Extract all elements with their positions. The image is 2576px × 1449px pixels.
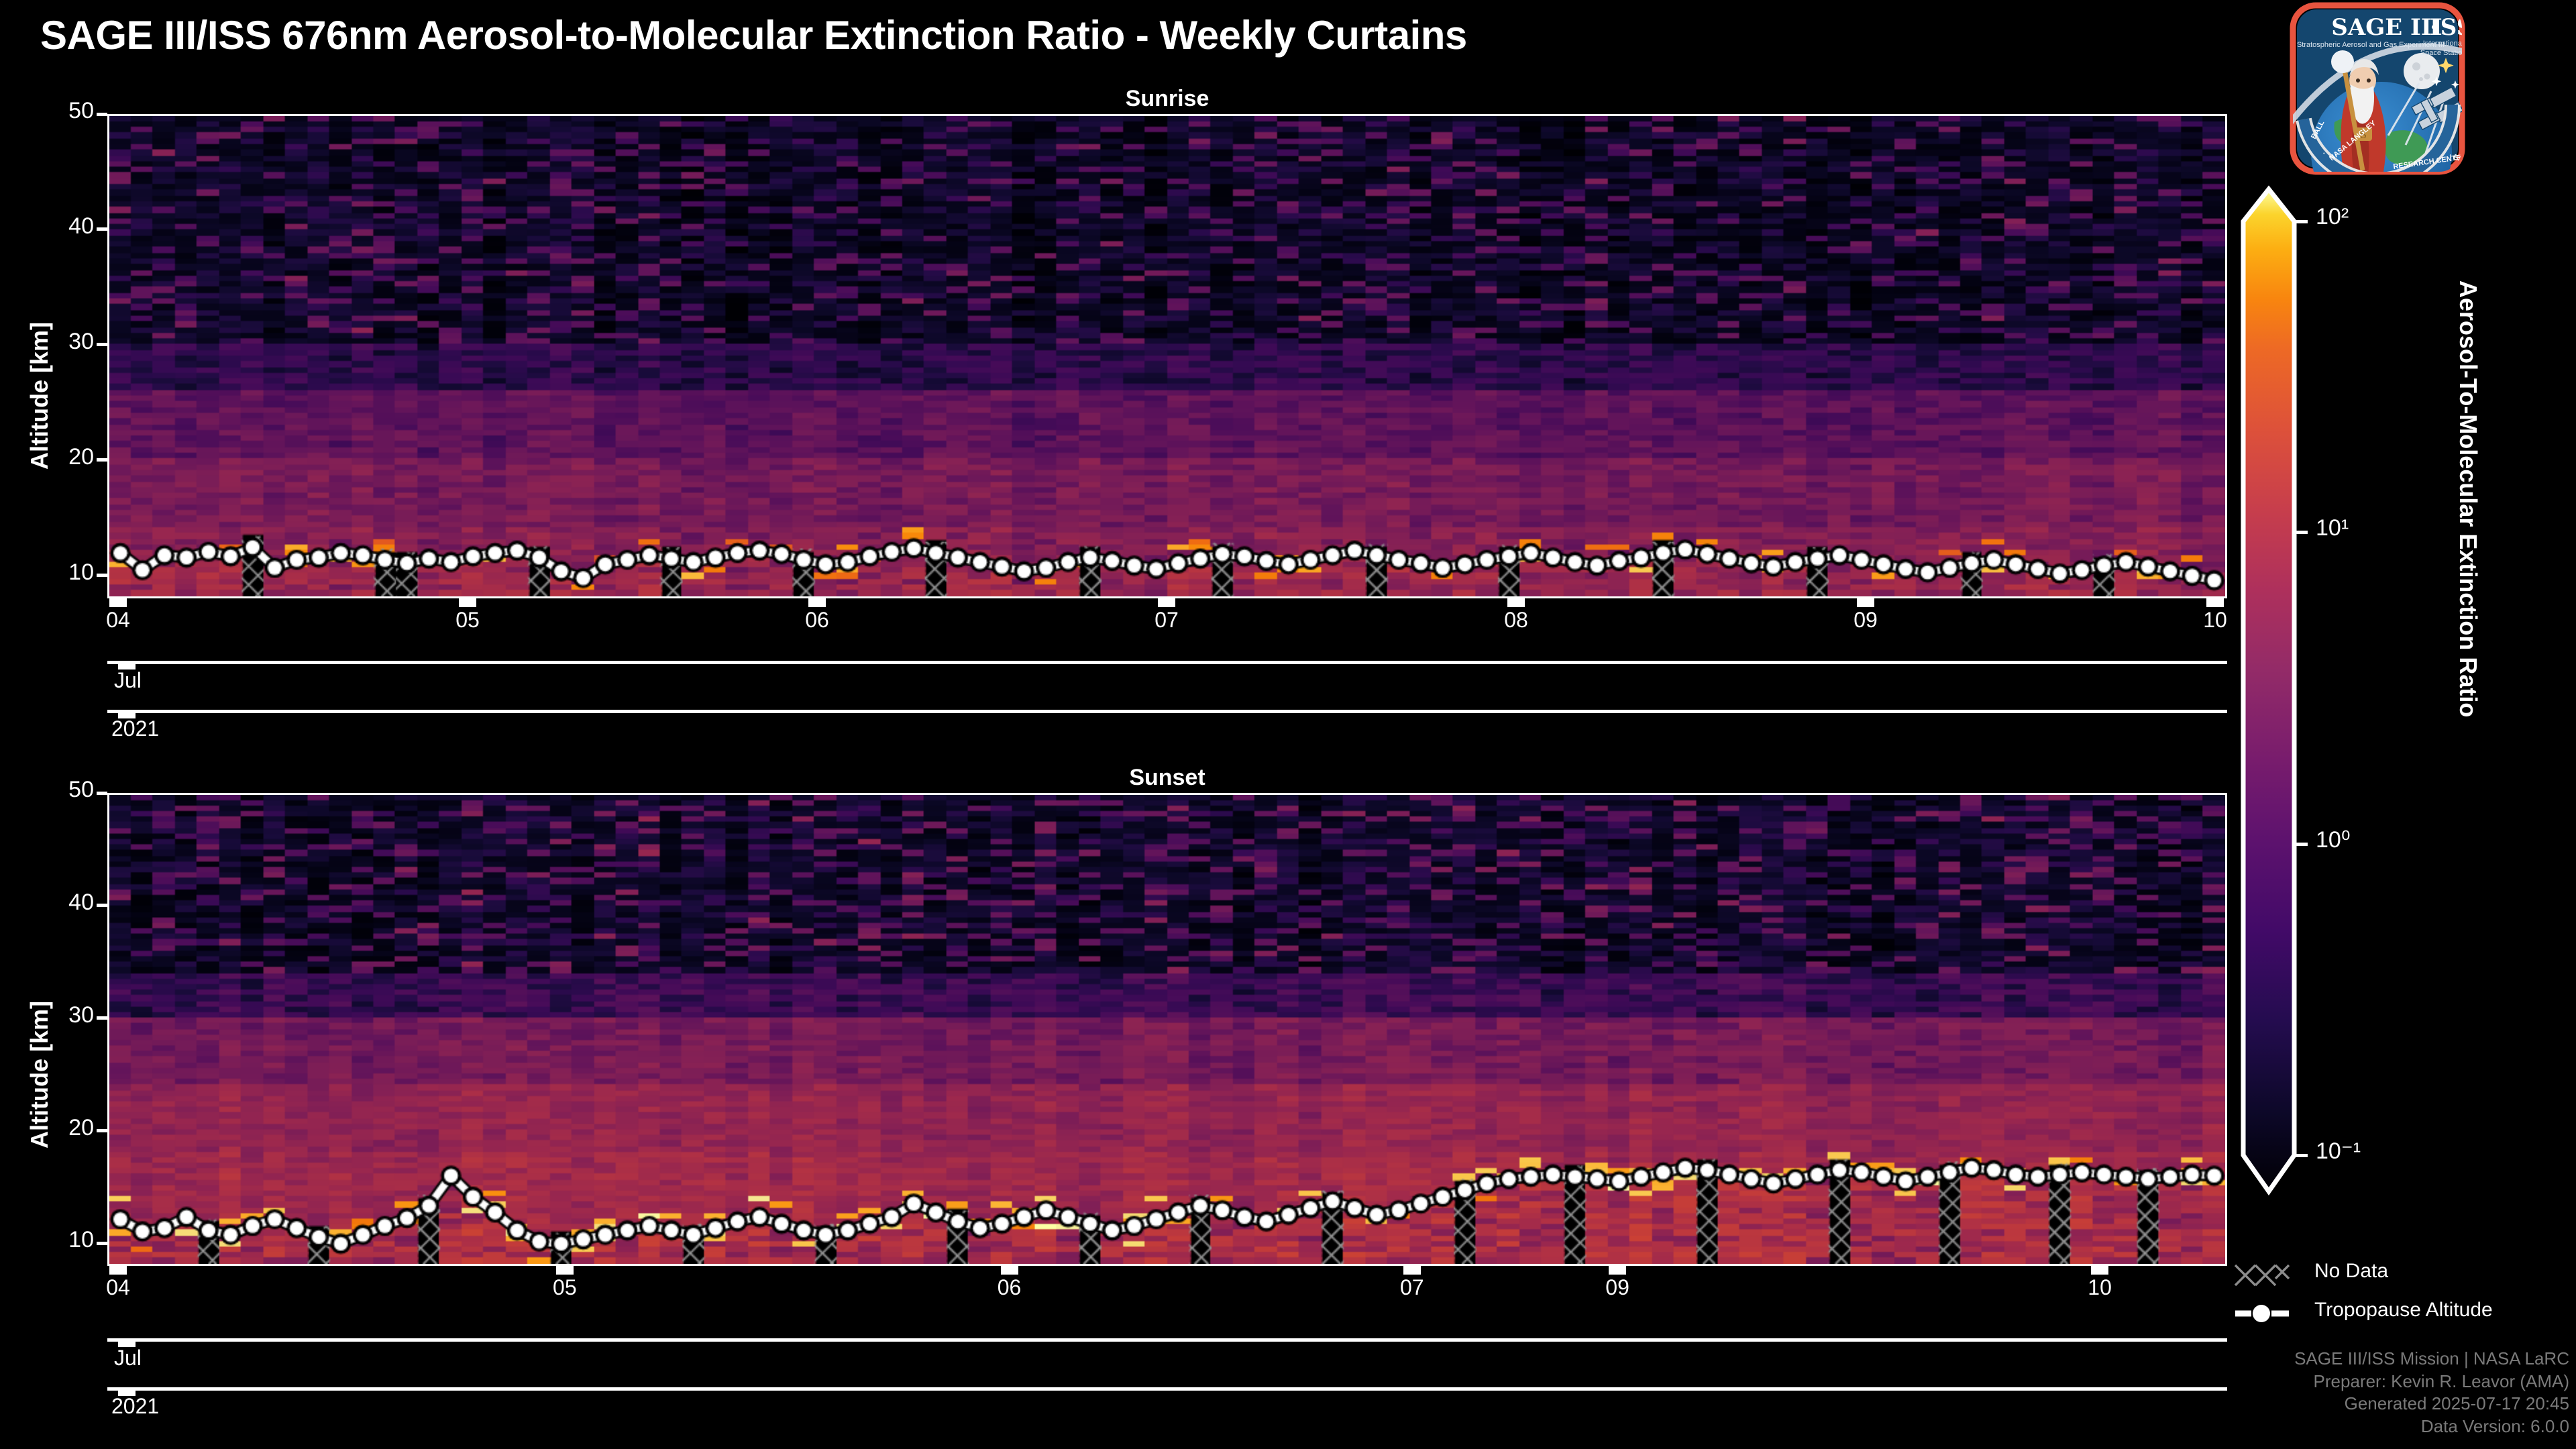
- x-tick-label: 09: [1605, 1275, 1629, 1299]
- footer-credits: SAGE III/ISS Mission | NASA LaRC Prepare…: [2294, 1348, 2569, 1437]
- x-tick-mark: [808, 598, 826, 607]
- colorbar-tick-mark: [2296, 531, 2308, 535]
- y-tick-mark: [97, 1016, 107, 1020]
- patch-title-iss: ISS: [2430, 14, 2469, 41]
- x-tick-mark: [1857, 598, 1874, 607]
- y-tick-label: 40: [68, 889, 94, 915]
- legend-item-tropopause[interactable]: Tropopause Altitude: [2234, 1297, 2569, 1332]
- y-tick-label: 50: [68, 98, 94, 123]
- x-tick-mark: [2206, 598, 2224, 607]
- month-band-rule-sunset: [107, 1338, 2227, 1342]
- patch-subtitle-right-1: International: [2423, 40, 2464, 48]
- y-tick-mark: [97, 904, 107, 908]
- colorbar: [2241, 181, 2341, 1204]
- patch-subtitle-left: Stratospheric Aerosol and Gas Experiment…: [2297, 41, 2445, 49]
- x-tick-mark: [1403, 1266, 1421, 1275]
- x-tick-label: 07: [1399, 1275, 1424, 1299]
- x-tick-mark: [2091, 1266, 2109, 1275]
- y-tick-label: 20: [68, 1114, 94, 1140]
- y-tick-mark: [97, 227, 107, 231]
- colorbar-tick-label: 10²: [2316, 204, 2349, 229]
- month-label-sunset: Jul: [114, 1346, 142, 1370]
- y-tick-label: 20: [68, 443, 94, 470]
- x-tick-mark: [1000, 1266, 1018, 1275]
- colorbar-title: Aerosol-To-Molecular Extinction Ratio: [2455, 280, 2482, 718]
- colorbar-tick-mark: [2296, 1153, 2308, 1157]
- y-tick-label: 40: [68, 213, 94, 239]
- month-band-tick-sunset: [118, 1338, 136, 1347]
- year-label-sunrise: 2021: [111, 716, 160, 741]
- sage-iss-mission-patch: S BALL · NASA LANGLEY RESEARCH CENTER · …: [2288, 1, 2469, 176]
- x-tick-mark: [109, 598, 127, 607]
- x-tick-mark: [555, 1266, 574, 1275]
- x-tick-mark: [459, 598, 476, 607]
- panel-title-sunset: Sunset: [1129, 765, 1205, 790]
- y-tick-label: 50: [68, 777, 94, 802]
- year-band-tick-sunset: [118, 1387, 136, 1396]
- y-tick-label: 30: [68, 328, 94, 354]
- patch-subtitle-right-2: Space Station: [2420, 49, 2467, 57]
- x-tick-mark: [109, 1266, 127, 1275]
- patch-title: SAGE III: [2331, 14, 2442, 41]
- month-band-tick-sunrise: [118, 661, 136, 669]
- x-tick-mark: [1507, 598, 1525, 607]
- line-circle-icon: [2235, 1305, 2289, 1322]
- y-tick-label: 10: [68, 559, 94, 585]
- panel-title-sunrise: Sunrise: [1125, 86, 1210, 111]
- colorbar-tick-label: 10⁻¹: [2316, 1138, 2361, 1164]
- x-tick-label: 08: [1504, 608, 1528, 632]
- x-tick-label: 05: [455, 608, 480, 632]
- colorbar-gradient: [2241, 185, 2297, 1196]
- year-band-rule-sunrise: [107, 710, 2227, 713]
- x-tick-mark: [1609, 1266, 1627, 1275]
- y-tick-mark: [97, 791, 107, 795]
- page-title: SAGE III/ISS 676nm Aerosol-to-Molecular …: [40, 13, 1467, 58]
- month-band-rule-sunrise: [107, 661, 2227, 664]
- x-tick-label: 04: [106, 608, 130, 632]
- year-label-sunset: 2021: [111, 1394, 160, 1418]
- heatmap-sunrise[interactable]: [107, 114, 2227, 598]
- colorbar-tick-label: 10⁰: [2316, 827, 2351, 853]
- x-tick-label: 06: [805, 608, 829, 632]
- y-tick-mark: [97, 1241, 107, 1245]
- x-tick-label: 10: [2203, 608, 2227, 632]
- legend-label-tropopause: Tropopause Altitude: [2314, 1299, 2493, 1321]
- mission-patch-svg: S BALL · NASA LANGLEY RESEARCH CENTER · …: [2290, 2, 2469, 175]
- x-tick-label: 06: [997, 1275, 1022, 1299]
- x-tick-mark: [1158, 598, 1175, 607]
- hatch-x-icon: [2234, 1264, 2290, 1287]
- y-tick-mark: [97, 343, 107, 347]
- x-tick-label: 04: [106, 1275, 130, 1299]
- colorbar-tick-mark: [2296, 842, 2308, 846]
- colorbar-svg: [2241, 185, 2297, 1196]
- patch-title-dot: ·: [2430, 14, 2438, 41]
- y-tick-mark: [97, 458, 107, 462]
- colorbar-tick-mark: [2296, 219, 2308, 223]
- y-tick-mark: [97, 112, 107, 116]
- legend-item-no-data[interactable]: No Data: [2234, 1258, 2569, 1293]
- svg-text:S: S: [2360, 129, 2367, 141]
- x-tick-label: 10: [2088, 1275, 2112, 1299]
- y-tick-mark: [97, 1129, 107, 1133]
- year-band-rule-sunset: [107, 1387, 2227, 1391]
- x-tick-label: 07: [1155, 608, 1179, 632]
- x-tick-label: 09: [1854, 608, 1878, 632]
- y-tick-mark: [97, 574, 107, 578]
- colorbar-tick-label: 10¹: [2316, 515, 2349, 541]
- y-tick-label: 30: [68, 1002, 94, 1028]
- y-tick-label: 10: [68, 1227, 94, 1253]
- year-band-tick-sunrise: [118, 710, 136, 718]
- x-tick-label: 05: [553, 1275, 577, 1299]
- patch-ring-dot: ·: [2320, 150, 2328, 157]
- month-label-sunrise: Jul: [114, 668, 142, 692]
- heatmap-sunset[interactable]: [107, 793, 2227, 1266]
- legend-label-no-data: No Data: [2314, 1260, 2389, 1282]
